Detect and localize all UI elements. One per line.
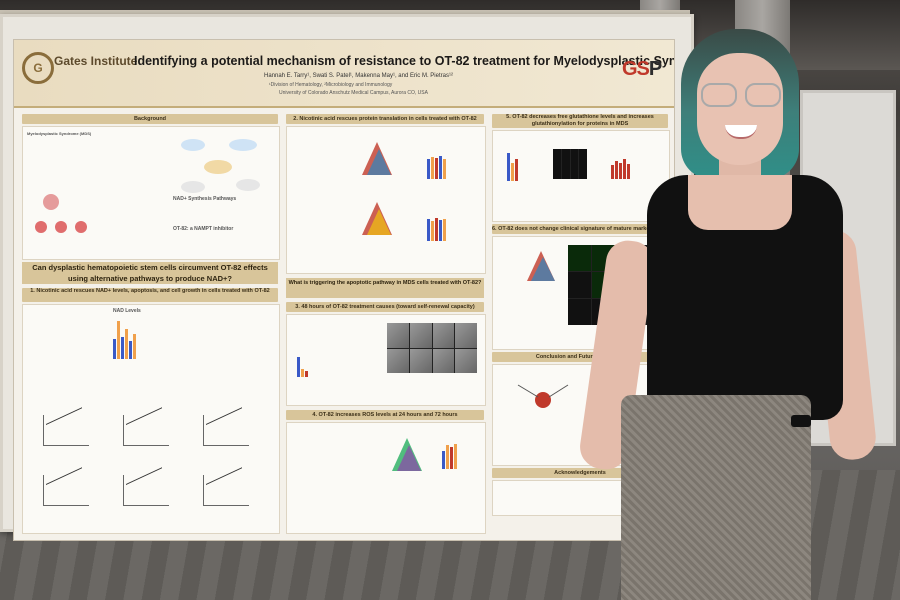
- section-header: Acknowledgements: [492, 468, 668, 478]
- results-panel-4: [286, 422, 486, 534]
- poster-column-left: Background Myelodysplastic Syndrome (MDS…: [22, 114, 280, 534]
- poster-authors: Hannah E. Tarry¹, Swati S. Patel¹, Maken…: [264, 73, 453, 79]
- line-plot-figure: [203, 415, 249, 446]
- section-header: 5. OT-82 decreases free glutathione leve…: [492, 114, 668, 128]
- histogram-figure: [527, 251, 555, 281]
- cell-diagram-icon: [35, 194, 87, 233]
- bar-chart-figure: [297, 355, 308, 377]
- histogram-figure: [362, 142, 392, 175]
- poster-affiliation: ¹Division of Hematology, ²Microbiology a…: [269, 82, 393, 88]
- bar-chart-figure: [113, 319, 136, 359]
- results-panel-1: NAD Levels: [22, 304, 280, 534]
- section-header: 1. Nicotinic acid rescues NAD+ levels, a…: [22, 288, 278, 302]
- histogram-figure: [362, 202, 392, 235]
- poster-affiliation: University of Colorado Anschutz Medical …: [279, 90, 428, 96]
- bar-chart-figure: [507, 151, 518, 181]
- section-subtitle: NAD+ Synthesis Pathways: [173, 196, 237, 202]
- line-plot-figure: [43, 475, 89, 506]
- bar-chart-figure: [611, 157, 630, 179]
- section-header: 3. 48 hours of OT-82 treatment causes (t…: [286, 302, 484, 312]
- section-header: 2. Nicotinic acid rescues protein transl…: [286, 114, 484, 124]
- line-plot-figure: [123, 475, 169, 506]
- chart-title: NAD Levels: [113, 308, 141, 314]
- results-panel-3: [286, 314, 486, 406]
- research-poster: G Gates Institute Identifying a potentia…: [13, 39, 675, 541]
- watch-icon: [791, 415, 811, 427]
- microscopy-image-grid: [387, 323, 477, 373]
- line-plot-figure: [123, 415, 169, 446]
- bar-chart-figure: [427, 155, 446, 179]
- histogram-figure: [392, 438, 422, 471]
- western-blot-figure: [553, 149, 587, 179]
- line-plot-figure: [203, 475, 249, 506]
- section-subtitle: OT-82: a NAMPT inhibitor: [173, 226, 234, 232]
- institute-logo-icon: G: [22, 52, 54, 84]
- line-plot-figure: [43, 415, 89, 446]
- glasses-icon: [701, 83, 781, 107]
- plaid-trousers: [621, 395, 811, 600]
- section-header: Background: [22, 114, 278, 124]
- poster-title: Identifying a potential mechanism of res…: [134, 54, 675, 68]
- results-panel-2: [286, 126, 486, 274]
- poster-header: G Gates Institute Identifying a potentia…: [14, 40, 674, 108]
- bar-chart-figure: [427, 217, 446, 241]
- section-subtitle: Myelodysplastic Syndrome (MDS): [27, 131, 92, 136]
- research-question: What is triggering the apoptotic pathway…: [286, 278, 484, 298]
- gsip-logo: GSP: [622, 58, 662, 80]
- bar-chart-figure: [442, 443, 457, 469]
- face: [697, 53, 783, 165]
- results-panel-5: [492, 130, 670, 222]
- institute-name: Gates Institute: [54, 54, 138, 68]
- research-question: Can dysplastic hematopoietic stem cells …: [22, 262, 278, 284]
- section-header: 4. OT-82 increases ROS levels at 24 hour…: [286, 410, 484, 420]
- section-header: Conclusion and Future Directions: [492, 352, 668, 362]
- background-panel: Myelodysplastic Syndrome (MDS) NAD+ Synt…: [22, 126, 280, 260]
- smile: [725, 125, 757, 139]
- pathway-diagram-icon: [181, 139, 260, 193]
- presenter-person: [577, 25, 885, 600]
- poster-column-middle: 2. Nicotinic acid rescues protein transl…: [286, 114, 486, 534]
- neckline: [688, 175, 792, 230]
- section-header: 6. OT-82 does not change clinical signat…: [492, 224, 668, 234]
- mechanism-diagram-icon: [517, 384, 569, 408]
